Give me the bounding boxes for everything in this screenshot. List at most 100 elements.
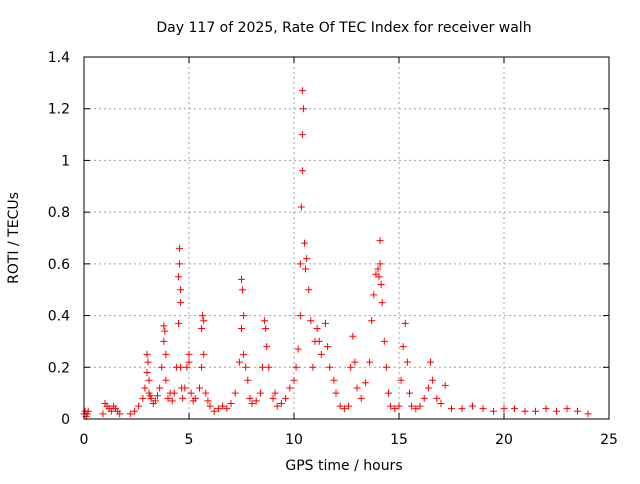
data-point <box>156 384 164 392</box>
data-point <box>521 407 529 415</box>
x-tick-labels: 0 5 10 15 20 25 <box>80 432 618 448</box>
x-tick-label: 15 <box>390 432 408 448</box>
data-point <box>412 405 420 413</box>
data-point <box>424 384 432 392</box>
data-point <box>317 350 325 358</box>
data-point <box>196 384 203 392</box>
y-tick-label: 1.4 <box>48 50 70 66</box>
data-point <box>144 358 152 366</box>
data-point <box>135 402 143 410</box>
data-point <box>313 325 321 332</box>
data-point <box>139 394 147 402</box>
plot-frame <box>83 56 610 420</box>
data-point <box>151 397 159 405</box>
data-point <box>200 350 208 358</box>
data-point <box>401 319 409 327</box>
data-point <box>240 312 248 320</box>
data-point <box>183 363 191 371</box>
x-axis-label: GPS time / hours <box>285 458 402 474</box>
data-point <box>246 394 254 402</box>
data-point <box>187 389 195 397</box>
data-point <box>511 405 518 413</box>
data-point <box>315 337 323 345</box>
data-point <box>214 405 222 413</box>
data-point <box>116 410 124 418</box>
data-point <box>391 405 399 413</box>
x-tick-label: 10 <box>285 432 303 448</box>
data-point <box>199 312 207 320</box>
y-tick-label: 0.4 <box>48 309 70 325</box>
data-point <box>162 376 170 384</box>
data-point <box>376 237 384 245</box>
data-point <box>366 358 374 366</box>
data-point <box>198 325 206 332</box>
data-point <box>160 322 168 330</box>
data-point <box>294 345 302 353</box>
y-tick-label: 0 <box>61 412 70 428</box>
data-point <box>252 397 260 405</box>
data-point <box>322 319 329 327</box>
y-tick-label: 0.2 <box>48 360 70 376</box>
data-point <box>238 275 245 283</box>
data-point <box>141 384 149 392</box>
data-point <box>244 376 252 384</box>
x-tick-label: 20 <box>495 432 513 448</box>
data-point <box>239 286 247 294</box>
data-point <box>292 363 300 371</box>
data-point <box>574 407 581 415</box>
data-point <box>416 402 424 410</box>
data-point <box>265 363 273 371</box>
data-point <box>269 394 277 402</box>
data-point <box>238 325 245 332</box>
data-point <box>191 394 199 402</box>
data-point <box>185 350 193 358</box>
data-point <box>286 384 294 392</box>
data-point <box>479 405 487 413</box>
data-point <box>458 405 466 413</box>
data-point <box>427 358 434 366</box>
data-point <box>370 291 378 299</box>
data-point <box>563 405 571 413</box>
y-tick-label: 0.8 <box>48 205 70 221</box>
data-point <box>147 394 155 402</box>
axis-ticks <box>83 56 610 420</box>
data-point <box>351 358 359 366</box>
data-point <box>298 167 306 175</box>
data-point <box>309 363 317 371</box>
data-point <box>399 343 407 351</box>
data-point <box>340 405 348 413</box>
data-point <box>277 399 285 407</box>
data-point <box>210 407 218 415</box>
grid <box>84 57 609 419</box>
y-tick-label: 1.2 <box>48 102 70 118</box>
data-point <box>227 399 235 407</box>
data-point <box>126 410 134 418</box>
data-point <box>84 407 92 415</box>
data-point <box>382 363 390 371</box>
data-point <box>162 350 170 358</box>
data-point <box>429 376 437 384</box>
data-point <box>380 337 388 345</box>
data-points <box>80 87 592 420</box>
data-point <box>303 255 311 263</box>
data-point <box>206 402 214 410</box>
data-point <box>305 286 313 294</box>
data-point <box>204 397 212 405</box>
data-point <box>469 402 476 410</box>
data-point <box>176 260 184 268</box>
data-point <box>376 260 384 268</box>
data-point <box>154 392 161 400</box>
data-point <box>160 337 168 345</box>
data-point <box>168 397 176 405</box>
data-point <box>240 350 248 358</box>
data-point <box>353 384 361 392</box>
data-point <box>375 273 383 281</box>
data-point <box>349 332 357 340</box>
data-point <box>387 402 395 410</box>
data-point <box>553 407 560 415</box>
data-point <box>433 394 441 402</box>
x-tick-label: 5 <box>185 432 194 448</box>
data-point <box>263 343 271 351</box>
